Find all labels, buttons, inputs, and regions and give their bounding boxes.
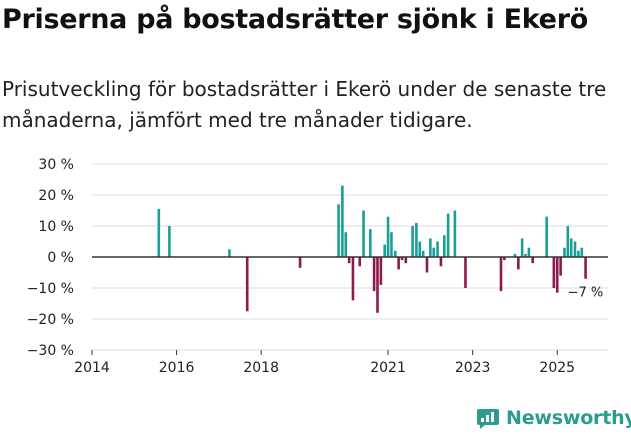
bar xyxy=(157,208,161,257)
x-tick-label: 2021 xyxy=(370,360,406,376)
bar xyxy=(298,257,302,268)
bar xyxy=(379,257,383,285)
bar xyxy=(555,257,559,293)
bar xyxy=(390,232,393,257)
bar xyxy=(552,257,556,288)
bar xyxy=(464,257,467,288)
bar xyxy=(404,257,408,264)
bar xyxy=(397,257,400,270)
bar xyxy=(580,247,584,257)
y-tick-label: 30 % xyxy=(38,157,74,173)
y-tick-label: −10 % xyxy=(27,281,74,297)
bar xyxy=(531,257,535,264)
bar xyxy=(443,235,446,257)
bar xyxy=(453,210,457,257)
chart-subtitle: Prisutveckling för bostadsrätter i Ekerö… xyxy=(2,77,607,132)
logo-text: Newsworthy xyxy=(506,407,631,429)
bar xyxy=(432,247,436,257)
latest-value-annotation: −7 % xyxy=(568,286,604,301)
y-tick-label: 20 % xyxy=(38,188,74,204)
bar xyxy=(418,241,422,257)
bar xyxy=(446,213,450,257)
bar xyxy=(421,250,425,257)
bar xyxy=(545,216,548,257)
x-tick-label: 2014 xyxy=(74,360,110,376)
bar xyxy=(429,238,432,257)
x-tick-label: 2018 xyxy=(243,360,279,376)
bar xyxy=(520,238,524,257)
y-axis: −30 % −20 % −10 % 0 % 10 % 20 % 30 % xyxy=(27,157,74,359)
bar xyxy=(573,241,577,257)
bar xyxy=(245,257,249,312)
bar xyxy=(527,247,531,257)
bar xyxy=(344,232,348,257)
bar xyxy=(362,210,365,257)
x-tick-label: 2016 xyxy=(159,360,195,376)
bar xyxy=(577,250,580,257)
bar xyxy=(439,257,443,267)
bar xyxy=(415,222,418,257)
bar xyxy=(337,204,340,257)
y-tick-label: 10 % xyxy=(38,219,74,235)
bar xyxy=(369,229,372,257)
newsworthy-chart-icon xyxy=(477,409,499,429)
bar xyxy=(503,257,506,261)
y-tick-label: −30 % xyxy=(27,343,74,359)
bar xyxy=(228,249,231,257)
newsworthy-logo[interactable]: Newsworthy xyxy=(476,406,631,430)
bar xyxy=(347,257,351,264)
bar xyxy=(383,244,386,257)
bars xyxy=(92,185,608,313)
bar xyxy=(563,247,566,257)
bar xyxy=(517,257,520,270)
bar xyxy=(559,257,562,276)
bar xyxy=(584,257,587,279)
bar xyxy=(566,226,570,257)
bar xyxy=(425,257,429,273)
chart-title: Priserna på bostadsrätter sjönk i Ekerö xyxy=(2,4,588,35)
x-tick-label: 2025 xyxy=(539,360,575,376)
bar xyxy=(358,257,362,267)
bar xyxy=(351,257,355,301)
grid-lines xyxy=(92,163,608,351)
y-tick-label: −20 % xyxy=(27,312,74,328)
bar xyxy=(372,257,376,292)
bar xyxy=(168,226,171,257)
y-tick-label: 0 % xyxy=(47,250,74,266)
bar xyxy=(400,257,404,261)
x-axis: 2014 2016 2018 2021 2023 2025 xyxy=(74,350,575,376)
bar xyxy=(513,253,517,257)
bar xyxy=(341,185,344,257)
bar xyxy=(386,216,390,257)
x-tick-label: 2023 xyxy=(455,360,491,376)
bar xyxy=(376,257,379,313)
bar xyxy=(393,250,397,257)
bar xyxy=(499,257,503,292)
bar xyxy=(524,253,527,257)
bar xyxy=(569,238,573,257)
bar-chart: −30 %−20 %−10 %0 %10 %20 %30 % 2014 2016 2… xyxy=(27,157,608,376)
bar xyxy=(411,226,414,257)
bar xyxy=(436,241,439,257)
